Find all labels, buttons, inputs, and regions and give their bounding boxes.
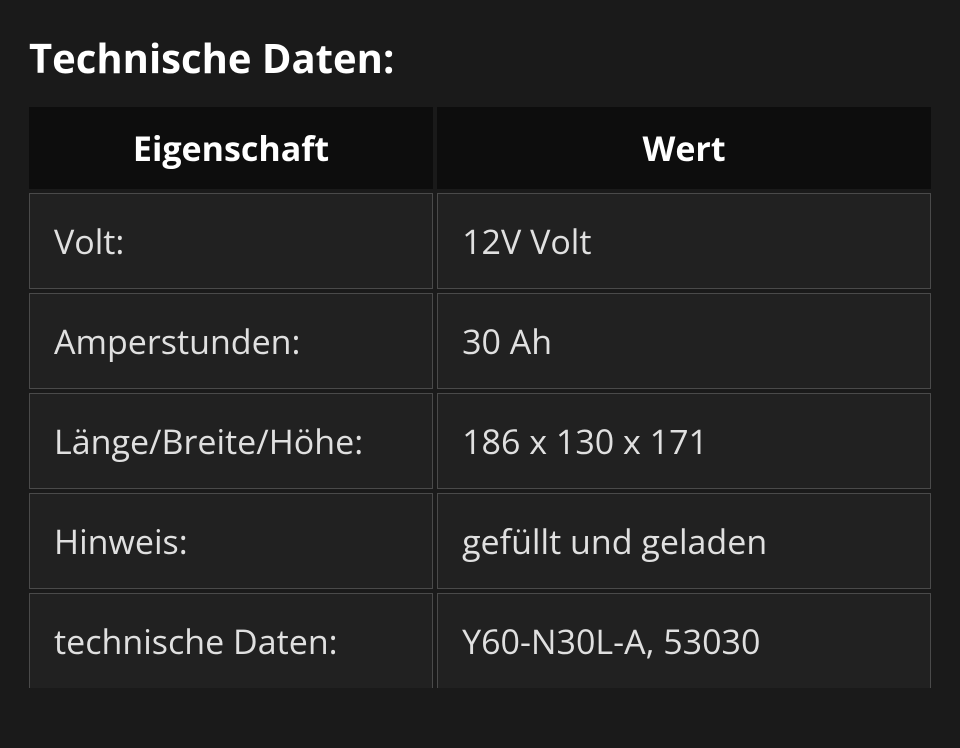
cell-value: 30 Ah (437, 293, 931, 389)
table-row: Volt: 12V Volt (29, 193, 931, 289)
column-header-value: Wert (437, 107, 931, 189)
spec-table: Eigenschaft Wert Volt: 12V Volt Amperstu… (25, 103, 935, 692)
cell-value: 186 x 130 x 171 (437, 393, 931, 489)
table-row: Länge/Breite/Höhe: 186 x 130 x 171 (29, 393, 931, 489)
cell-property: Hinweis: (29, 493, 433, 589)
section-title: Technische Daten: (25, 30, 935, 85)
table-row: Amperstunden: 30 Ah (29, 293, 931, 389)
cell-property: Volt: (29, 193, 433, 289)
table-row: technische Daten: Y60-N30L-A, 53030 (29, 593, 931, 688)
cell-property: Amperstunden: (29, 293, 433, 389)
cell-value: gefüllt und geladen (437, 493, 931, 589)
table-row: Hinweis: gefüllt und geladen (29, 493, 931, 589)
table-header-row: Eigenschaft Wert (29, 107, 931, 189)
column-header-property: Eigenschaft (29, 107, 433, 189)
cell-value: 12V Volt (437, 193, 931, 289)
cell-property: Länge/Breite/Höhe: (29, 393, 433, 489)
cell-property: technische Daten: (29, 593, 433, 688)
cell-value: Y60-N30L-A, 53030 (437, 593, 931, 688)
